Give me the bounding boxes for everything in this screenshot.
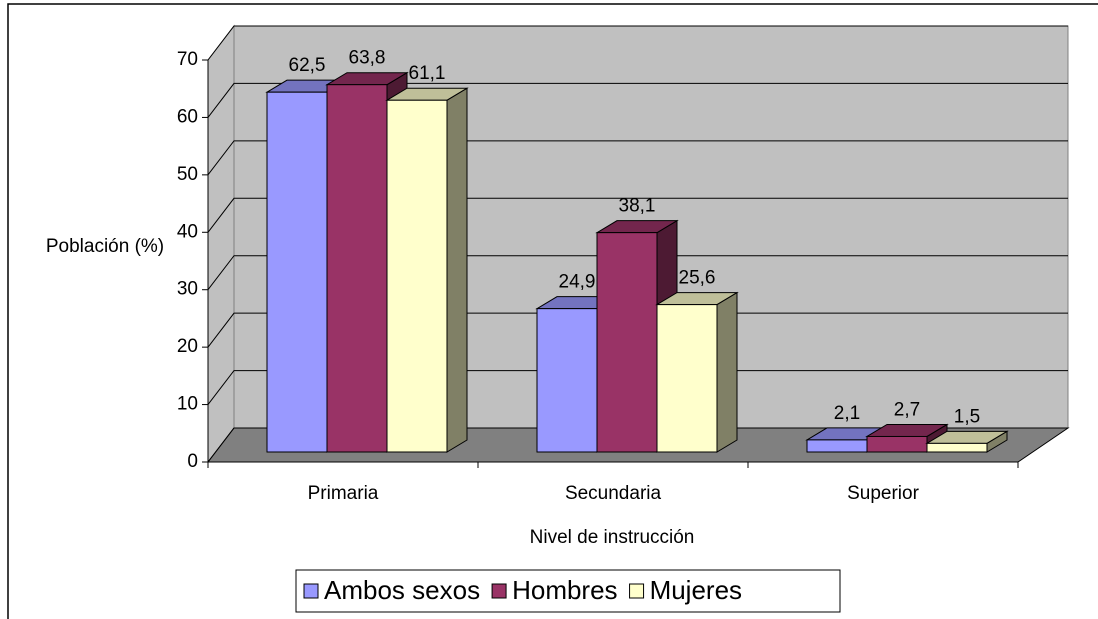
side-wall [207,24,235,464]
bar-side [716,291,738,453]
bar [266,91,328,453]
data-label: 63,8 [349,48,386,69]
data-label: 2,7 [894,399,920,420]
y-tick-label: 10 [177,394,198,415]
x-axis-title: Nivel de instrucción [530,527,695,548]
grid-line [207,312,1068,348]
grid-line [207,140,1068,176]
legend-label: Mujeres [650,575,742,605]
bar [656,304,718,453]
y-axis-title: Población (%) [45,236,165,257]
chart-border [7,3,1098,619]
grid-line [207,82,1068,118]
data-label: 61,1 [409,63,446,84]
data-label: 24,9 [559,272,596,293]
bar [866,435,928,453]
y-tick-label: 70 [177,49,198,70]
data-label: 62,5 [289,55,326,76]
bar [536,308,598,453]
y-tick-label: 50 [177,164,198,185]
grid-line [207,25,1068,61]
y-tick-label: 20 [177,336,198,357]
x-tick-label: Superior [847,483,919,504]
data-label: 25,6 [679,268,716,289]
legend-label: Ambos sexos [324,575,480,605]
bar [926,442,988,453]
grid-line [207,370,1068,405]
y-tick-label: 30 [177,279,198,300]
legend-label: Hombres [512,575,617,605]
bar [386,99,448,453]
data-label: 1,5 [954,406,980,427]
legend-swatch [629,583,645,599]
legend-swatch [491,583,507,599]
x-tick-label: Secundaria [565,483,662,504]
grid-line [207,197,1068,233]
y-tick-label: 40 [177,221,198,242]
bar-side [446,87,468,453]
y-tick-label: 60 [177,106,198,127]
data-label: 2,1 [834,403,860,424]
legend-box [295,569,841,613]
bar [326,84,388,453]
data-label: 38,1 [619,196,656,217]
grid-line [207,427,1068,463]
bar [596,232,658,453]
bar [806,439,868,453]
x-tick-label: Primaria [308,483,379,504]
legend-swatch [303,583,319,599]
grid-line [207,255,1068,291]
y-tick-label: 0 [187,451,198,472]
